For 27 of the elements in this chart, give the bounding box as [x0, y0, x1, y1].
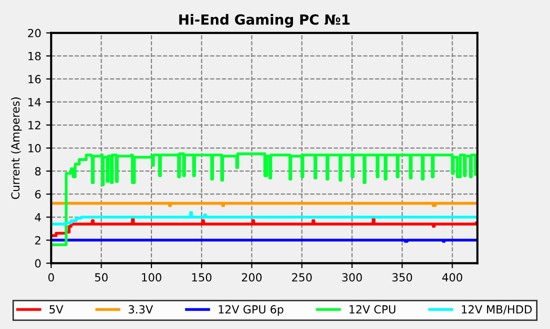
y-tick-label: 4: [34, 213, 41, 222]
legend-label: 3.3V: [128, 305, 154, 314]
legend-label: 5V: [50, 305, 64, 314]
y-tick-label: 0: [35, 259, 41, 268]
x-tick-label: 0: [48, 273, 54, 282]
x-tick-label: 400: [442, 273, 462, 282]
x-tick-label: 350: [392, 273, 412, 282]
y-axis-title: Current (Amperes): [10, 97, 22, 200]
x-tick-label: 250: [292, 273, 312, 282]
legend-label: 12V MB/HDD: [462, 305, 532, 314]
legend-label: 12V CPU: [350, 305, 396, 314]
y-tick-label: 6: [35, 190, 41, 198]
y-tick-label: 10: [28, 144, 41, 152]
x-tick-label: 300: [342, 273, 362, 282]
y-tick-label: 14: [28, 98, 41, 106]
x-tick-label: 200: [242, 273, 262, 282]
legend-label: 12V GPU 6p: [218, 305, 284, 316]
chart-title: Hi-End Gaming PC №1: [179, 14, 350, 28]
y-tick-label: 16: [28, 74, 41, 84]
x-tick-label: 50: [95, 273, 108, 282]
y-tick-label: 8: [35, 167, 41, 176]
y-tick-label: 2: [35, 236, 40, 244]
x-tick-label: 150: [192, 273, 212, 282]
y-tick-label: 12: [28, 120, 40, 130]
y-tick-label: 18: [28, 52, 41, 60]
x-tick-label: 100: [142, 273, 162, 282]
y-tick-label: 20: [28, 28, 41, 38]
